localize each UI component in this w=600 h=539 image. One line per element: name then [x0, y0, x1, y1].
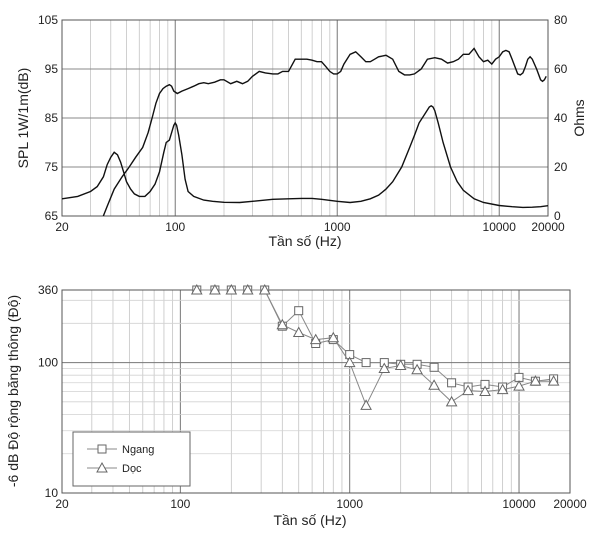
beamwidth-doc-point	[209, 283, 221, 295]
beamwidth-doc-point	[292, 326, 305, 338]
legend-doc-triangle-icon	[96, 461, 108, 473]
spl-x-axis-label: Tần số (Hz)	[268, 233, 341, 249]
beamwidth-x-tick-label: 1000	[336, 497, 363, 511]
beamwidth-x-tick-label: 20000	[553, 497, 587, 511]
spl-y-tick-label: 75	[45, 160, 59, 174]
beamwidth-doc-point	[258, 283, 271, 295]
beamwidth-ngang-point	[447, 378, 457, 388]
beamwidth-doc-point	[513, 380, 525, 391]
legend-doc-label: Dọc	[122, 463, 142, 475]
beamwidth-x-tick-label: 100	[170, 497, 190, 511]
legend-box	[72, 431, 191, 487]
spl-series-line	[102, 47, 547, 216]
beamwidth-doc-point	[241, 283, 254, 295]
spl-y-tick-label: 105	[38, 13, 58, 27]
spl-x-tick-label: 20	[55, 220, 69, 234]
beamwidth-doc-point	[309, 333, 322, 345]
spl-y2-tick-label: 20	[554, 160, 568, 174]
beamwidth-doc-point	[496, 383, 509, 395]
spl-series-group	[62, 47, 548, 216]
beamwidth-y-tick-label: 360	[38, 283, 58, 297]
beamwidth-doc-point	[378, 362, 391, 374]
beamwidth-y-ticks: 10 100 360	[38, 283, 58, 500]
beamwidth-y-tick-label: 10	[45, 486, 59, 500]
beamwidth-x-tick-label: 20	[55, 497, 69, 511]
beamwidth-ngang-point	[294, 306, 304, 316]
beamwidth-doc-point	[445, 395, 458, 407]
beamwidth-ngang-point	[361, 358, 371, 368]
beamwidth-doc-point	[327, 331, 340, 343]
beamwidth-doc-point	[225, 283, 238, 295]
impedance-series-line	[62, 104, 548, 209]
spl-y2-axis-label: Ohms	[571, 99, 587, 136]
beamwidth-x-ticks: 20 100 1000 10000 20000	[55, 497, 587, 511]
spl-y-tick-label: 85	[45, 111, 59, 125]
spl-x-tick-label: 100	[165, 220, 185, 234]
beamwidth-doc-point	[394, 359, 407, 370]
beamwidth-doc-point	[547, 375, 560, 386]
spl-y2-tick-label: 40	[554, 111, 568, 125]
spl-x-tick-label: 10000	[483, 220, 517, 234]
beamwidth-y-axis-label: -6 dB Độ rộng băng thông (Độ)	[5, 295, 21, 487]
beamwidth-doc-point	[479, 385, 491, 396]
spl-y2-tick-label: 60	[554, 62, 568, 76]
spl-y-ticks: 65 75 85 95 105	[38, 13, 58, 223]
legend-ngang-label: Ngang	[122, 444, 154, 456]
beamwidth-plot-frame	[61, 289, 571, 494]
spl-impedance-chart: 20 100 1000 10000 20000 65 75 85 95 105 0 20 40 60 8…	[15, 13, 587, 249]
beamwidth-doc-point	[343, 356, 356, 368]
spl-y-tick-label: 65	[45, 209, 59, 223]
spl-y2-tick-label: 80	[554, 13, 568, 27]
spl-y-axis-label: SPL 1W/1m(dB)	[15, 68, 31, 169]
beamwidth-x-tick-label: 10000	[502, 497, 536, 511]
spl-y2-tick-label: 0	[554, 209, 561, 223]
spl-x-ticks: 20 100 1000 10000 20000	[55, 220, 565, 234]
beamwidth-ngang-point	[429, 362, 439, 372]
beamwidth-series-group	[190, 283, 560, 410]
spl-x-tick-label: 20000	[531, 220, 565, 234]
beamwidth-doc-point	[276, 318, 289, 330]
beamwidth-ngang-line	[196, 289, 554, 388]
beamwidth-y-tick-label: 100	[38, 356, 58, 370]
beamwidth-doc-point	[411, 363, 423, 375]
beamwidth-legend: Ngang Dọc	[72, 431, 191, 487]
beamwidth-x-axis-label: Tần số (Hz)	[273, 512, 346, 528]
spl-x-tick-label: 1000	[324, 220, 351, 234]
beamwidth-doc-point	[190, 283, 203, 295]
beamwidth-doc-point	[462, 384, 474, 396]
spl-plot-frame	[61, 19, 549, 217]
beamwidth-chart: 20 100 1000 10000 20000 10 100 360 Tần số (Hz)…	[5, 283, 587, 528]
beamwidth-doc-point	[360, 399, 372, 410]
beamwidth-doc-point	[529, 375, 542, 386]
beamwidth-doc-line	[196, 289, 554, 407]
beamwidth-doc-point	[428, 379, 440, 390]
spl-y2-ticks: 0 20 40 60 80	[554, 13, 568, 223]
spl-y-tick-label: 95	[45, 62, 59, 76]
legend-ngang-square-icon	[97, 444, 107, 454]
